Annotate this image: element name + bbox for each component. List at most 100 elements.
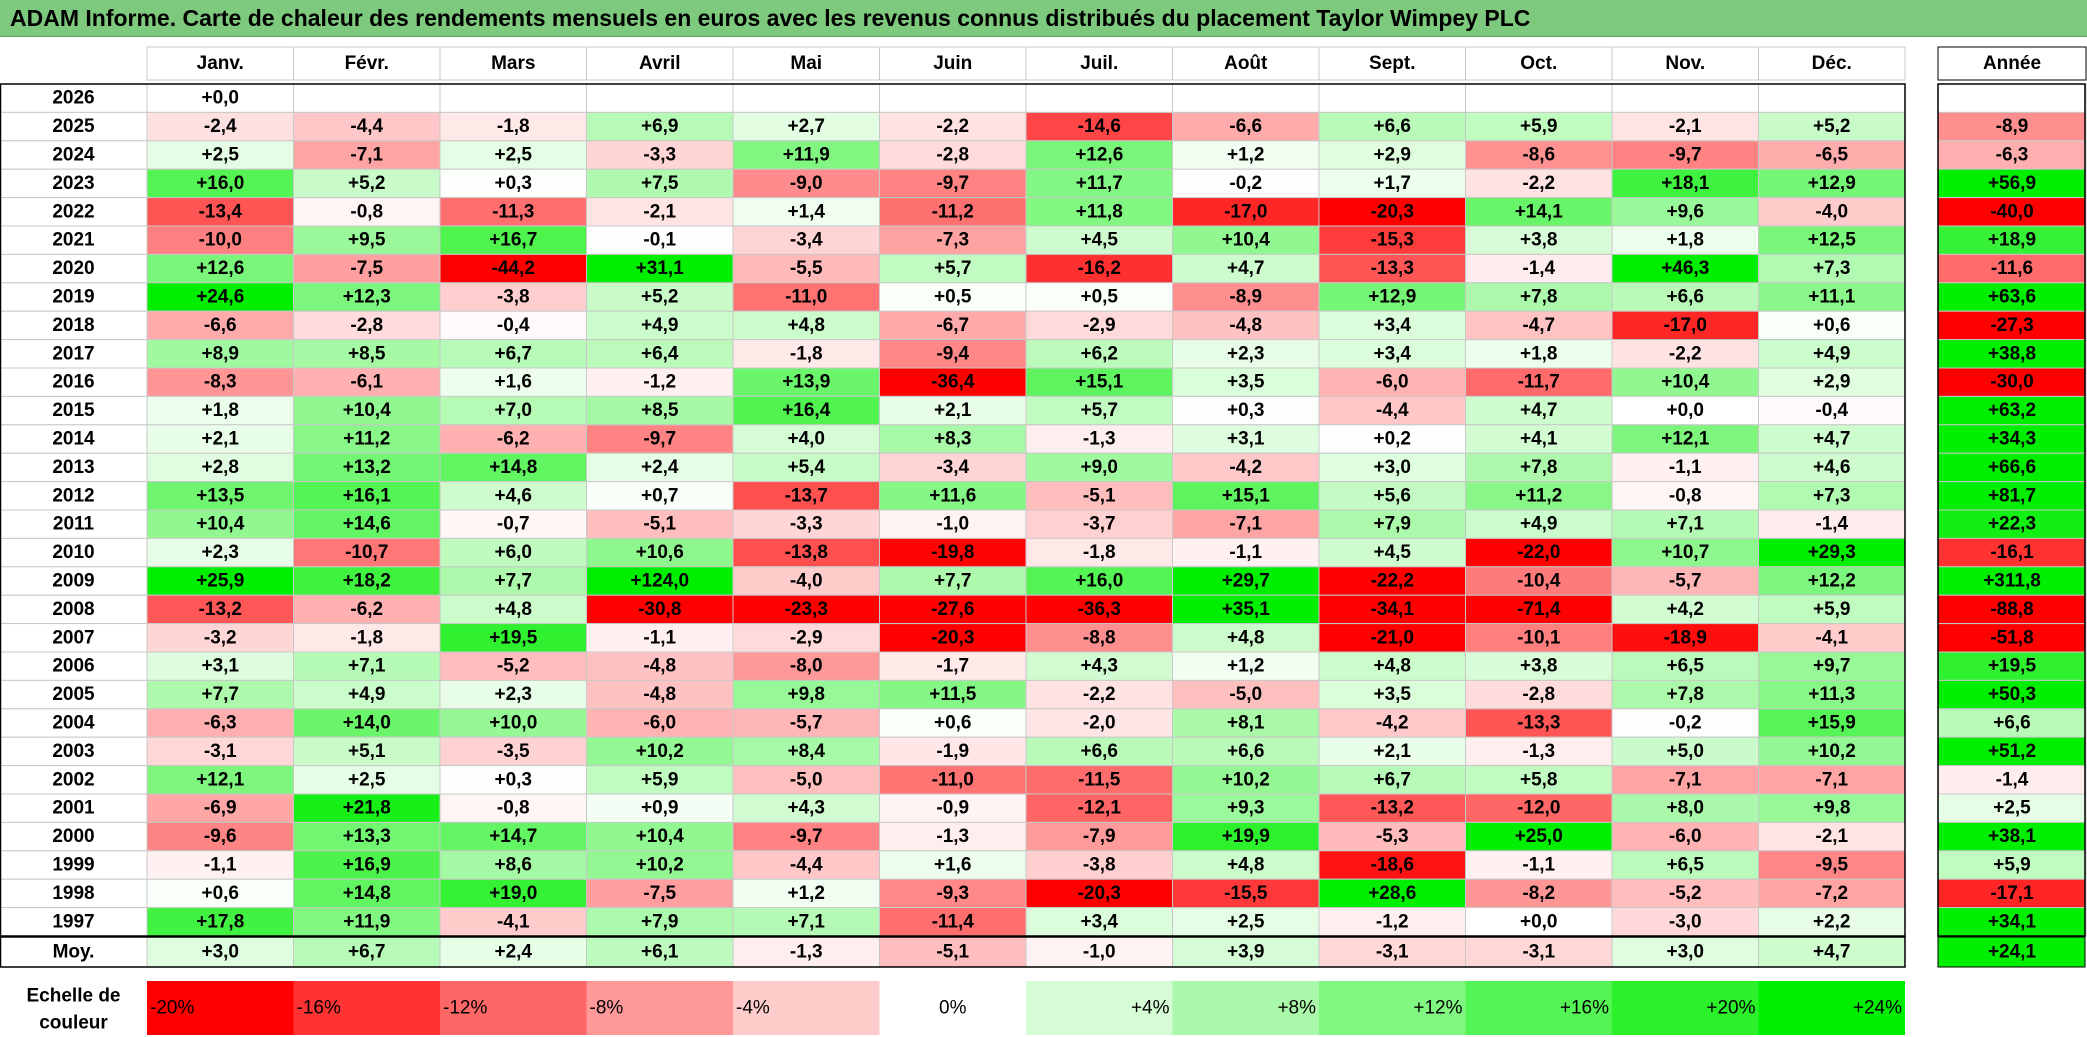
- heatmap-cell-value: +4,7: [1227, 258, 1265, 279]
- heatmap-cell: [146, 253, 294, 284]
- heatmap-cell-value: -3,0: [1669, 911, 1702, 932]
- annual-cell-value: -88,8: [1990, 599, 2033, 620]
- heatmap-cell: [439, 225, 587, 255]
- scale-swatch: [733, 981, 880, 1035]
- scale-swatch-label: +24%: [1853, 998, 1902, 1019]
- year-label: 2021: [52, 230, 95, 251]
- heatmap-cell-value: -4,2: [1376, 713, 1409, 734]
- year-label: 2014: [52, 429, 95, 450]
- heatmap-cell-value: +1,8: [201, 400, 239, 421]
- heatmap-cell-value: +13,9: [782, 372, 830, 393]
- heatmap-cell: [732, 594, 880, 625]
- heatmap-cell-value: -1,3: [936, 826, 969, 847]
- heatmap-cell: [439, 310, 587, 341]
- year-label: 2024: [52, 145, 95, 166]
- heatmap-cell-value: +2,7: [787, 116, 825, 137]
- heatmap-cell: [1318, 821, 1466, 852]
- annual-cell: [1937, 537, 2087, 568]
- heatmap-cell-value: +1,8: [1666, 230, 1704, 251]
- heatmap-cell-value: -4,8: [643, 684, 676, 705]
- year-label: 1999: [52, 855, 94, 876]
- heatmap-cell-value: -11,4: [932, 911, 975, 932]
- heatmap-cell-value: +5,2: [641, 287, 679, 308]
- heatmap-cell-value: +7,9: [1373, 514, 1411, 535]
- heatmap-cell: [1465, 253, 1613, 284]
- scale-swatch-label: -4%: [736, 998, 770, 1019]
- heatmap-cell-value: -8,2: [1522, 883, 1555, 904]
- heatmap-cell-value: -1,8: [790, 343, 823, 364]
- heatmap-cell-value: -10,1: [1517, 627, 1561, 648]
- heatmap-cell-value: +4,9: [1813, 343, 1851, 364]
- annual-cell-value: +34,3: [1988, 429, 2036, 450]
- heatmap-cell: [586, 83, 734, 113]
- heatmap-cell: [1318, 537, 1466, 568]
- heatmap-cell-value: -13,7: [785, 485, 828, 506]
- heatmap-cell: [146, 537, 294, 568]
- heatmap-cell-value: -7,1: [1815, 769, 1848, 790]
- annual-cell-value: +2,5: [1993, 798, 2031, 819]
- heatmap-cell-value: +24,6: [196, 287, 244, 308]
- heatmap-cell: [732, 878, 880, 909]
- heatmap-cell-value: +0,0: [1666, 400, 1704, 421]
- heatmap-cell: [586, 481, 734, 511]
- heatmap-cell-value: -2,8: [936, 145, 969, 166]
- heatmap-cell: [439, 83, 587, 113]
- heatmap-cell-value: +7,7: [934, 571, 972, 592]
- heatmap-cell-value: -18,9: [1664, 627, 1707, 648]
- heatmap-cell-value: +7,1: [348, 656, 386, 677]
- heatmap-cell-value: -13,3: [1371, 258, 1414, 279]
- heatmap-cell-value: -2,2: [1083, 684, 1116, 705]
- year-label: 2020: [52, 258, 94, 279]
- heatmap-cell-value: -7,5: [350, 258, 383, 279]
- heatmap-cell-value: +14,1: [1515, 201, 1564, 222]
- heatmap-cell: [1758, 679, 1906, 710]
- year-label: 2015: [52, 400, 95, 421]
- heatmap-cell-value: +4,3: [1080, 656, 1118, 677]
- scale-swatch: [586, 981, 733, 1035]
- heatmap-cell-value: +10,7: [1661, 542, 1709, 563]
- heatmap-cell-value: +5,7: [934, 258, 972, 279]
- heatmap-cell: [879, 850, 1027, 880]
- average-cell: [146, 936, 294, 968]
- heatmap-cell-value: +0,5: [1080, 287, 1118, 308]
- year-label: 2023: [52, 173, 94, 194]
- heatmap-cell: [293, 310, 441, 341]
- heatmap-cell: [879, 708, 1027, 738]
- heatmap-cell: [439, 821, 587, 852]
- heatmap-cell-value: +124,0: [630, 571, 689, 592]
- heatmap-cell: [439, 736, 587, 767]
- heatmap-cell: [1611, 225, 1759, 255]
- heatmap-cell-value: +4,8: [494, 599, 532, 620]
- heatmap-cell: [586, 225, 734, 255]
- year-label: 2019: [52, 287, 94, 308]
- scale-swatch-label: +8%: [1277, 998, 1316, 1019]
- heatmap-cell: [1172, 509, 1320, 539]
- annual-header-cell: [1937, 46, 2087, 81]
- heatmap-cell-value: -4,0: [790, 571, 823, 592]
- average-cell: [1172, 936, 1320, 968]
- heatmap-cell: [146, 140, 294, 170]
- heatmap-cell-value: -5,1: [643, 514, 676, 535]
- heatmap-cell-value: +7,7: [201, 684, 239, 705]
- heatmap-cell: [1465, 878, 1613, 909]
- heatmap-cell-value: +4,9: [348, 684, 386, 705]
- year-label: 2004: [52, 713, 95, 734]
- heatmap-cell: [732, 821, 880, 852]
- heatmap-cell: [586, 339, 734, 369]
- heatmap-cell: [1758, 481, 1906, 511]
- heatmap-cell: [1025, 452, 1173, 483]
- heatmap-cell: [1758, 850, 1906, 880]
- heatmap-cell-value: +4,9: [1520, 514, 1558, 535]
- heatmap-cell-value: +2,5: [494, 145, 532, 166]
- heatmap-cell-value: -10,7: [345, 542, 388, 563]
- heatmap-cell: [293, 367, 441, 397]
- annual-cell-value: +22,3: [1988, 514, 2036, 535]
- heatmap-cell-value: +7,3: [1813, 485, 1851, 506]
- annual-cell-value: +34,1: [1988, 911, 2037, 932]
- heatmap-cell: [1172, 339, 1320, 369]
- month-header-label: Févr.: [345, 53, 389, 74]
- heatmap-cell: [732, 623, 880, 653]
- heatmap-cell-value: -1,1: [1522, 855, 1555, 876]
- month-header-label: Mai: [790, 53, 822, 74]
- heatmap-cell-value: +5,6: [1373, 485, 1411, 506]
